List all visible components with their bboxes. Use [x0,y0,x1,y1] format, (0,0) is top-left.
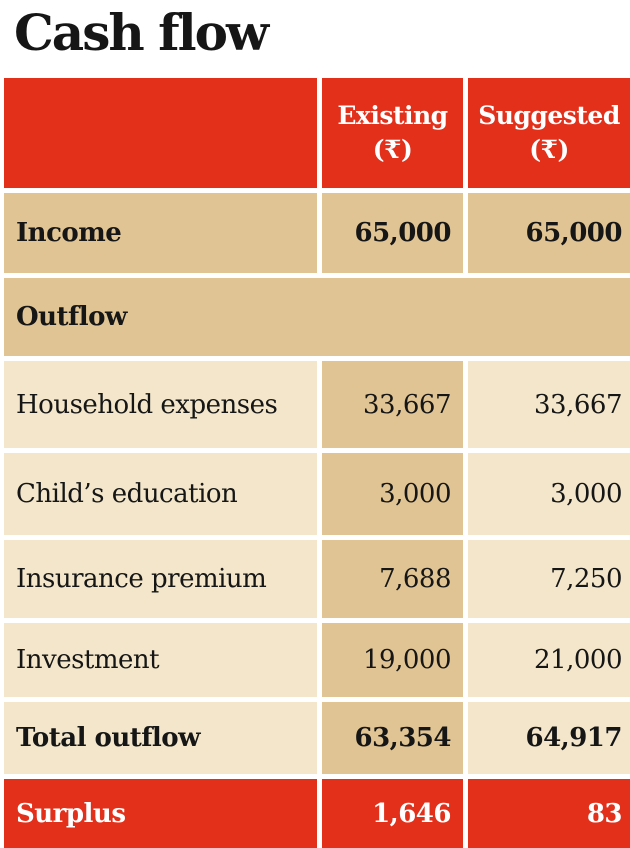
row-suggested-value: 3,000 [468,453,630,535]
header-suggested-unit: (₹) [529,135,569,164]
income-label: Income [4,193,317,273]
row-suggested-value: 7,250 [468,540,630,618]
row-existing-value: 3,000 [322,453,463,535]
surplus-label: Surplus [4,779,317,848]
header-existing: Existing (₹) [322,78,463,188]
header-blank-cell [4,78,317,188]
table-row: Investment 19,000 21,000 [4,623,630,697]
outflow-label: Outflow [4,278,630,356]
header-row: Existing (₹) Suggested (₹) [4,78,630,188]
header-existing-label: Existing [337,101,448,130]
surplus-row: Surplus 1,646 83 [4,779,630,848]
total-outflow-row: Total outflow 63,354 64,917 [4,702,630,774]
income-suggested: 65,000 [468,193,630,273]
table-row: Household expenses 33,667 33,667 [4,361,630,448]
income-existing: 65,000 [322,193,463,273]
outflow-header-row: Outflow [4,278,630,356]
header-suggested-label: Suggested [478,101,620,130]
total-outflow-existing: 63,354 [322,702,463,774]
header-existing-unit: (₹) [372,135,413,164]
header-suggested: Suggested (₹) [468,78,630,188]
row-label: Household expenses [4,361,317,448]
chart-title: Cash flow [14,3,269,62]
surplus-suggested: 83 [468,779,630,848]
row-label: Child’s education [4,453,317,535]
row-label: Insurance premium [4,540,317,618]
table-row: Insurance premium 7,688 7,250 [4,540,630,618]
table-row: Child’s education 3,000 3,000 [4,453,630,535]
total-outflow-label: Total outflow [4,702,317,774]
row-existing-value: 7,688 [322,540,463,618]
row-suggested-value: 21,000 [468,623,630,697]
surplus-existing: 1,646 [322,779,463,848]
row-existing-value: 19,000 [322,623,463,697]
row-label: Investment [4,623,317,697]
row-existing-value: 33,667 [322,361,463,448]
row-suggested-value: 33,667 [468,361,630,448]
total-outflow-suggested: 64,917 [468,702,630,774]
cash-flow-table: Existing (₹) Suggested (₹) Income 65,000… [4,78,630,848]
income-row: Income 65,000 65,000 [4,193,630,273]
